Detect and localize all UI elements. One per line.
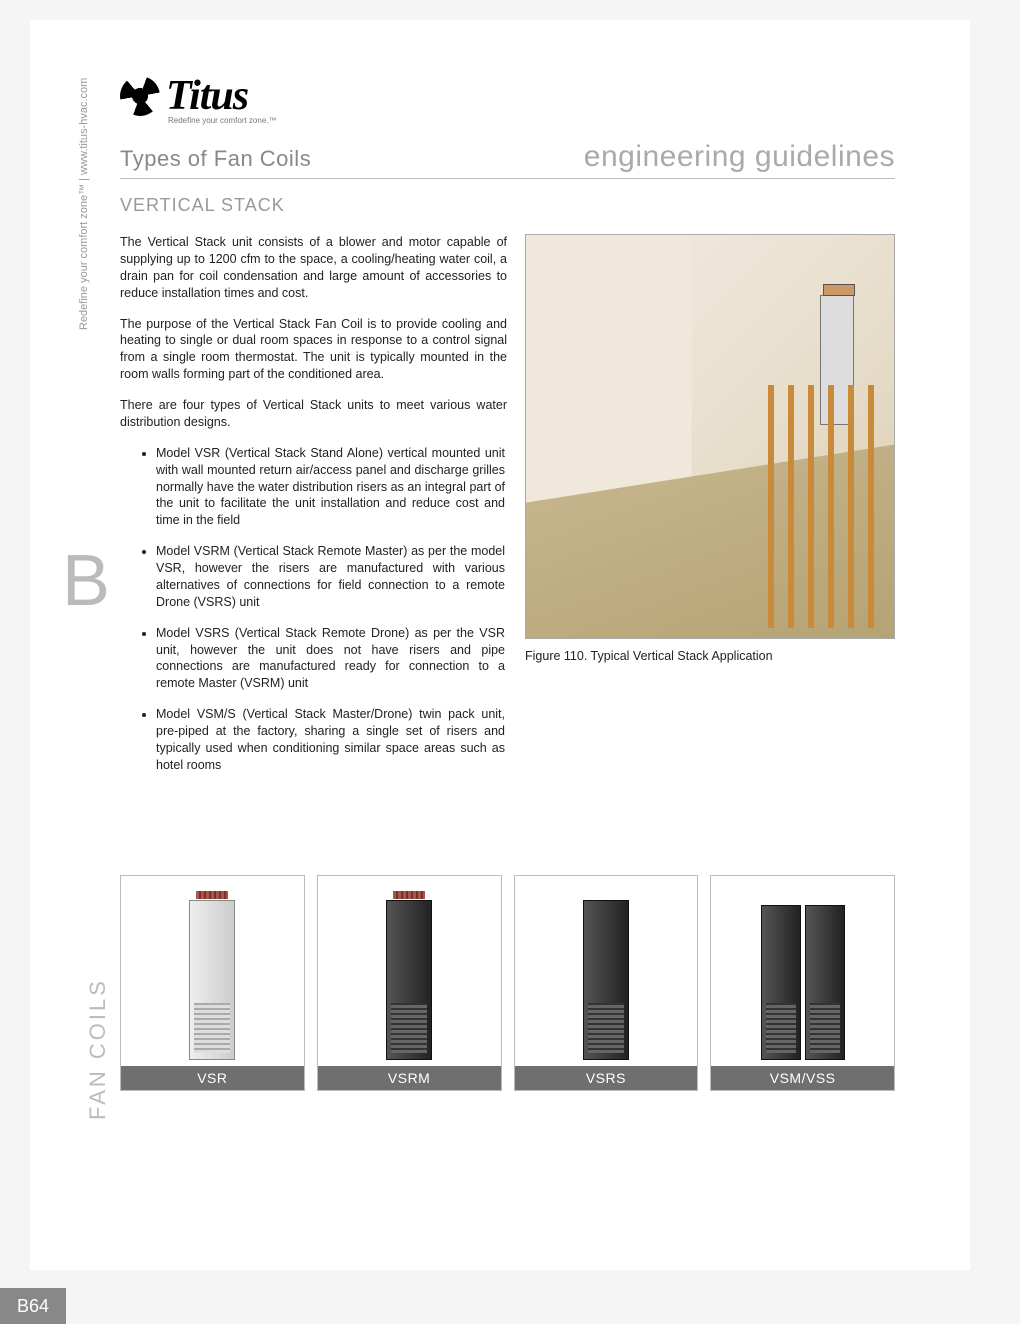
paragraph: There are four types of Vertical Stack u… <box>120 397 507 431</box>
section-letter: B <box>62 540 110 622</box>
paragraph: The purpose of the Vertical Stack Fan Co… <box>120 316 507 384</box>
page-title: Types of Fan Coils <box>120 146 311 172</box>
product-label: VSR <box>121 1066 304 1090</box>
page-number: B64 <box>0 1288 66 1324</box>
product-card-vsrm: VSRM <box>317 875 502 1091</box>
bullet-list: Model VSR (Vertical Stack Stand Alone) v… <box>156 445 507 774</box>
doc-category: engineering guidelines <box>584 140 895 174</box>
product-image <box>515 876 698 1066</box>
product-label: VSRM <box>318 1066 501 1090</box>
list-item: Model VSRM (Vertical Stack Remote Master… <box>156 543 507 611</box>
product-card-vsrs: VSRS <box>514 875 699 1091</box>
list-item: Model VSR (Vertical Stack Stand Alone) v… <box>156 445 507 529</box>
product-image <box>121 876 304 1066</box>
side-category: FAN COILS <box>85 978 111 1120</box>
content-area: VERTICAL STACK The Vertical Stack unit c… <box>120 195 895 788</box>
brand-name: Titus <box>166 72 248 120</box>
section-heading: VERTICAL STACK <box>120 195 895 216</box>
figure-illustration <box>525 234 895 639</box>
product-label: VSM/VSS <box>711 1066 894 1090</box>
product-card-vsmvss: VSM/VSS <box>710 875 895 1091</box>
product-row: VSR VSRM VSRS <box>120 875 895 1091</box>
brand-logo: Titus Redefine your comfort zone.™ <box>120 72 290 125</box>
product-image <box>318 876 501 1066</box>
paragraph: The Vertical Stack unit consists of a bl… <box>120 234 507 302</box>
figure-column: Figure 110. Typical Vertical Stack Appli… <box>525 234 895 788</box>
product-image <box>711 876 894 1066</box>
title-row: Types of Fan Coils engineering guideline… <box>120 140 895 179</box>
product-label: VSRS <box>515 1066 698 1090</box>
figure-caption: Figure 110. Typical Vertical Stack Appli… <box>525 649 895 663</box>
swirl-icon <box>114 70 165 121</box>
text-column: The Vertical Stack unit consists of a bl… <box>120 234 507 788</box>
list-item: Model VSRS (Vertical Stack Remote Drone)… <box>156 625 507 693</box>
page: Titus Redefine your comfort zone.™ Types… <box>0 0 1020 1324</box>
sheet: Titus Redefine your comfort zone.™ Types… <box>30 20 970 1270</box>
brand-tagline: Redefine your comfort zone.™ <box>168 116 290 125</box>
product-card-vsr: VSR <box>120 875 305 1091</box>
list-item: Model VSM/S (Vertical Stack Master/Drone… <box>156 706 507 774</box>
sidebar-url: Redefine your comfort zone™ | www.titus-… <box>78 78 90 330</box>
